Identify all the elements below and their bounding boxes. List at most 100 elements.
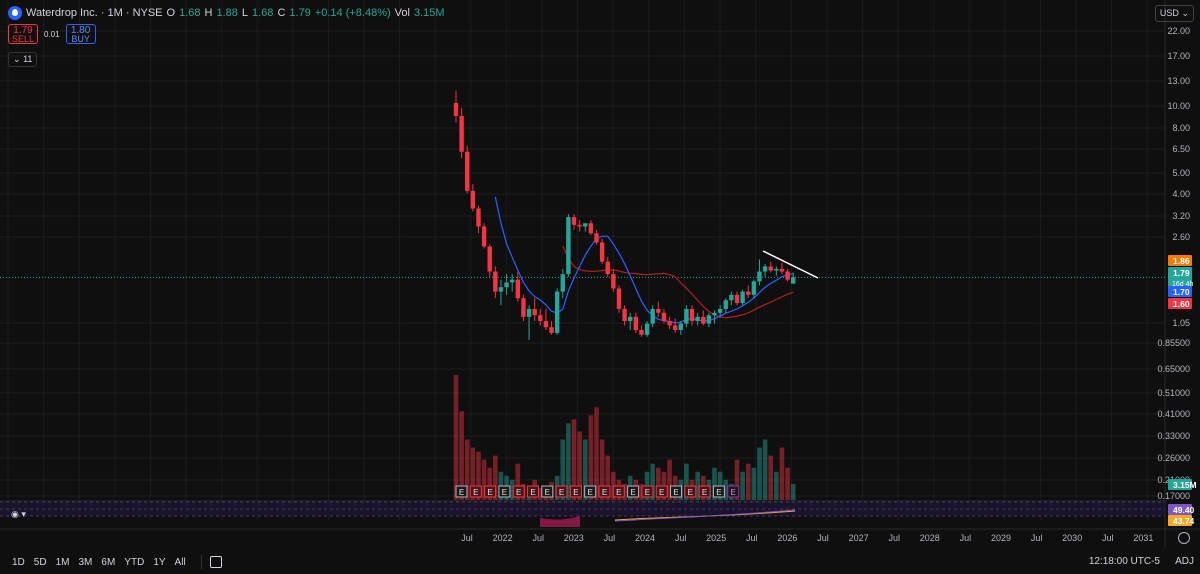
moving-average-fast bbox=[494, 196, 794, 324]
candle-body bbox=[762, 266, 768, 272]
buy-button[interactable]: 1.80 BUY bbox=[65, 24, 96, 44]
timeframe-6m[interactable]: 6M bbox=[101, 556, 116, 568]
earnings-label: E bbox=[502, 488, 507, 497]
earnings-marker[interactable]: E bbox=[455, 485, 468, 498]
earnings-marker[interactable]: E bbox=[627, 485, 640, 498]
earnings-marker[interactable]: E bbox=[698, 485, 711, 498]
adj-toggle[interactable]: ADJ bbox=[1175, 556, 1194, 567]
candle bbox=[740, 289, 745, 306]
volume-bar bbox=[785, 467, 790, 500]
candle-body bbox=[504, 282, 509, 288]
earnings-marker[interactable]: E bbox=[484, 485, 497, 498]
earnings-marker[interactable]: E bbox=[541, 485, 554, 498]
settings-gear-icon[interactable] bbox=[1178, 532, 1190, 544]
earnings-marker[interactable]: E bbox=[469, 485, 482, 498]
timeframe-5d[interactable]: 5D bbox=[33, 556, 47, 568]
candle bbox=[493, 266, 498, 299]
candle-body bbox=[622, 308, 627, 322]
earnings-marker[interactable]: E bbox=[727, 485, 740, 498]
rsi-oversold-fill bbox=[540, 516, 580, 527]
timeframe-all[interactable]: All bbox=[174, 556, 186, 568]
earnings-badge bbox=[455, 485, 468, 498]
candle bbox=[762, 264, 768, 277]
earnings-label: E bbox=[530, 488, 535, 497]
earnings-marker[interactable]: E bbox=[655, 485, 668, 498]
timeframe-1y[interactable]: 1Y bbox=[153, 556, 166, 568]
earnings-marker[interactable]: E bbox=[612, 485, 625, 498]
timeframe-1m[interactable]: 1M bbox=[55, 556, 70, 568]
candle bbox=[644, 321, 650, 337]
earnings-marker[interactable]: E bbox=[512, 485, 525, 498]
clock-readout[interactable]: 12:18:00 UTC-5 bbox=[1088, 556, 1160, 567]
symbol-name[interactable]: Waterdrop Inc. · 1M · NYSE bbox=[26, 7, 163, 19]
candle-body bbox=[566, 217, 571, 275]
volume-bar bbox=[740, 471, 745, 500]
earnings-label: E bbox=[459, 488, 464, 497]
time-axis-label: Jul bbox=[1102, 533, 1114, 543]
toolbar-divider bbox=[200, 555, 202, 569]
sell-button[interactable]: 1.79 SELL bbox=[8, 24, 38, 44]
currency-selector[interactable]: USD ⌄ bbox=[1154, 5, 1194, 22]
candle-body bbox=[453, 102, 459, 116]
timeframe-ytd[interactable]: YTD bbox=[124, 556, 145, 568]
candle-body bbox=[459, 115, 464, 152]
price-badge-text: 1.70 bbox=[1173, 287, 1190, 297]
price-scale-label: 0.33000 bbox=[1157, 431, 1190, 441]
candle-body bbox=[701, 316, 706, 324]
volume-bar bbox=[481, 459, 487, 500]
price-badge: 1.60 bbox=[1168, 298, 1192, 309]
candle-body bbox=[543, 321, 549, 328]
price-badge-text: 1.86 bbox=[1173, 256, 1190, 266]
candle-body bbox=[594, 233, 599, 243]
earnings-marker[interactable]: E bbox=[584, 485, 597, 498]
earnings-marker[interactable]: E bbox=[598, 485, 611, 498]
earnings-marker[interactable]: E bbox=[684, 485, 697, 498]
candle-body bbox=[639, 330, 644, 335]
candle-body bbox=[481, 226, 487, 247]
indicators-collapse-button[interactable]: ⌄ 11 bbox=[8, 52, 38, 67]
time-axis-label: Jul bbox=[604, 533, 616, 543]
earnings-marker[interactable]: E bbox=[670, 485, 682, 498]
price-badge-text: 1.79 bbox=[1173, 268, 1190, 278]
earnings-marker[interactable]: E bbox=[641, 485, 654, 498]
candle-body bbox=[746, 291, 751, 295]
volume-bar bbox=[695, 471, 700, 500]
change-value: +0.14 (+8.48%) bbox=[314, 7, 391, 19]
candle bbox=[661, 308, 667, 324]
price-badge-bg bbox=[1168, 267, 1192, 288]
time-axis-label: 2025 bbox=[706, 533, 726, 543]
earnings-marker[interactable]: E bbox=[712, 485, 725, 498]
earnings-marker[interactable]: E bbox=[569, 485, 582, 498]
candle-body bbox=[684, 308, 689, 324]
grid-lines bbox=[0, 0, 1165, 520]
timeframe-3m[interactable]: 3M bbox=[78, 556, 93, 568]
candle bbox=[751, 279, 757, 299]
candle-body bbox=[768, 266, 773, 271]
candle bbox=[571, 214, 577, 230]
candle bbox=[549, 321, 554, 335]
timeframe-1d[interactable]: 1D bbox=[12, 556, 25, 568]
candle bbox=[757, 259, 762, 286]
candle-body bbox=[493, 271, 498, 292]
volume-bar bbox=[509, 479, 515, 500]
time-axis-label: Jul bbox=[461, 533, 473, 543]
candlestick-series bbox=[453, 90, 796, 340]
eye-icon: ◉ bbox=[11, 509, 19, 519]
earnings-badge bbox=[727, 485, 740, 498]
candle bbox=[774, 266, 779, 276]
candle bbox=[650, 305, 655, 328]
rsi-indicator-controls[interactable]: ◉ ▾ bbox=[11, 509, 26, 520]
earnings-label: E bbox=[731, 488, 736, 497]
earnings-marker[interactable]: E bbox=[498, 485, 511, 498]
volume-bar bbox=[571, 419, 577, 500]
earnings-marker[interactable]: E bbox=[555, 485, 568, 498]
candle-body bbox=[549, 327, 554, 333]
candle bbox=[487, 244, 492, 277]
earnings-marker[interactable]: E bbox=[527, 485, 539, 498]
calendar-range-icon[interactable] bbox=[209, 556, 222, 568]
candle-body bbox=[740, 291, 745, 304]
candle-body bbox=[538, 315, 543, 322]
volume-bar bbox=[538, 487, 543, 500]
